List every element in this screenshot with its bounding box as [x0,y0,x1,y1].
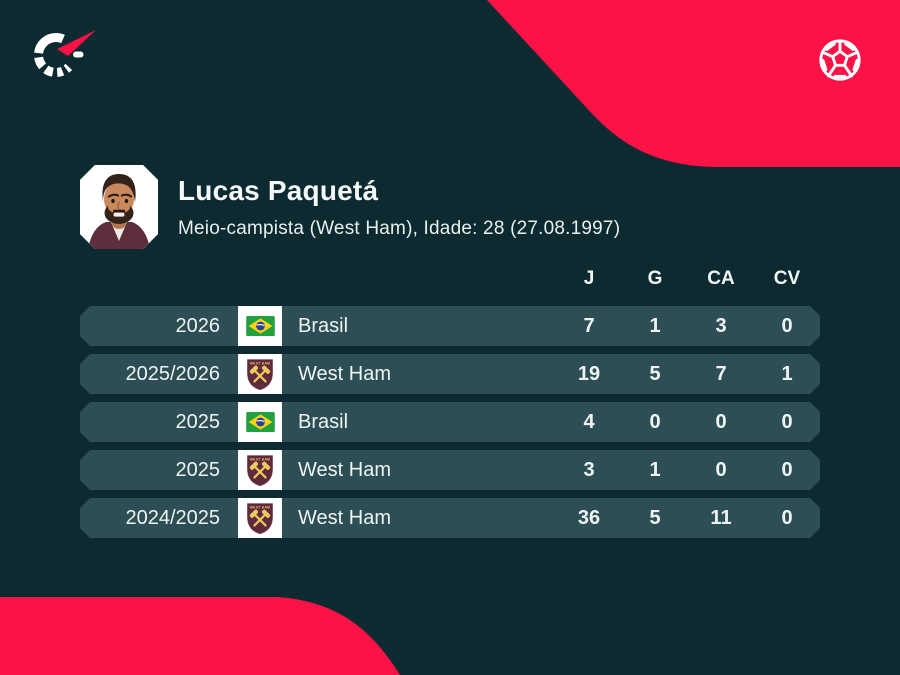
stat-matches: 4 [583,410,595,433]
stat-matches: 3 [583,458,595,481]
svg-text:WEST HAM: WEST HAM [250,505,271,509]
player-photo [80,165,158,249]
stats-column-headers: J G CA CV [80,268,820,290]
stat-goals: 1 [649,458,661,481]
season-row: 2025/2026 WEST HAM West Ham 19 [80,354,820,394]
team-badge [238,402,282,442]
team-badge [238,306,282,346]
season-label: 2024/2025 [125,506,220,529]
brazil-flag-icon [246,412,275,432]
stat-yellow-cards: 7 [715,362,727,385]
team-name: West Ham [298,362,391,385]
bottom-left-swoosh [0,597,400,675]
stat-yellow-cards: 11 [710,506,732,529]
team-name: Brasil [298,314,349,337]
player-name: Lucas Paquetá [178,175,379,206]
svg-text:WEST HAM: WEST HAM [250,361,271,365]
west-ham-crest-icon: WEST HAM [246,501,274,535]
stat-red-cards: 0 [781,458,793,481]
stat-yellow-cards: 0 [715,458,727,481]
stat-red-cards: 0 [781,506,793,529]
season-row: 2025 WEST HAM West Ham 3 [80,450,820,490]
team-badge: WEST HAM [238,498,282,538]
team-name: West Ham [298,506,391,529]
season-label: 2025/2026 [125,362,220,385]
season-label: 2025 [175,410,220,433]
stat-matches: 19 [577,362,601,385]
stat-goals: 5 [649,362,661,385]
stat-matches: 7 [583,314,595,337]
season-row: 2024/2025 WEST HAM West Ham 36 [80,498,820,538]
svg-text:WEST HAM: WEST HAM [250,457,271,461]
stat-goals: 0 [649,410,661,433]
column-header-cv: CV [773,268,801,289]
football-icon [819,39,861,81]
stat-red-cards: 0 [781,314,793,337]
season-label: 2025 [175,458,220,481]
stat-red-cards: 1 [781,362,793,385]
column-header-ca: CA [707,268,735,289]
stat-yellow-cards: 0 [715,410,727,433]
team-name: West Ham [298,458,391,481]
season-label: 2026 [175,314,220,337]
player-details: Meio-campista (West Ham), Idade: 28 (27.… [178,218,621,239]
stat-goals: 1 [649,314,661,337]
stat-matches: 36 [577,506,601,529]
team-badge: WEST HAM [238,450,282,490]
team-badge: WEST HAM [238,354,282,394]
stat-red-cards: 0 [781,410,793,433]
brazil-flag-icon [246,316,275,336]
column-header-j: J [583,268,595,289]
season-row: 2025 Brasil 4 0 0 0 [80,402,820,442]
season-row: 2026 Brasil 7 1 3 0 [80,306,820,346]
west-ham-crest-icon: WEST HAM [246,357,274,391]
team-name: Brasil [298,410,349,433]
logo-ring [34,33,78,77]
top-right-swoosh [487,0,900,167]
logo-dash [73,51,84,58]
west-ham-crest-icon: WEST HAM [246,453,274,487]
player-avatar [80,165,158,249]
stat-goals: 5 [649,506,661,529]
flashscore-logo[interactable] [30,26,100,82]
logo-arrow [57,30,96,56]
column-header-g: G [647,268,663,289]
stat-yellow-cards: 3 [715,314,727,337]
stats-table-body: 2026 Brasil 7 1 3 0 2025/2026 [80,306,820,546]
